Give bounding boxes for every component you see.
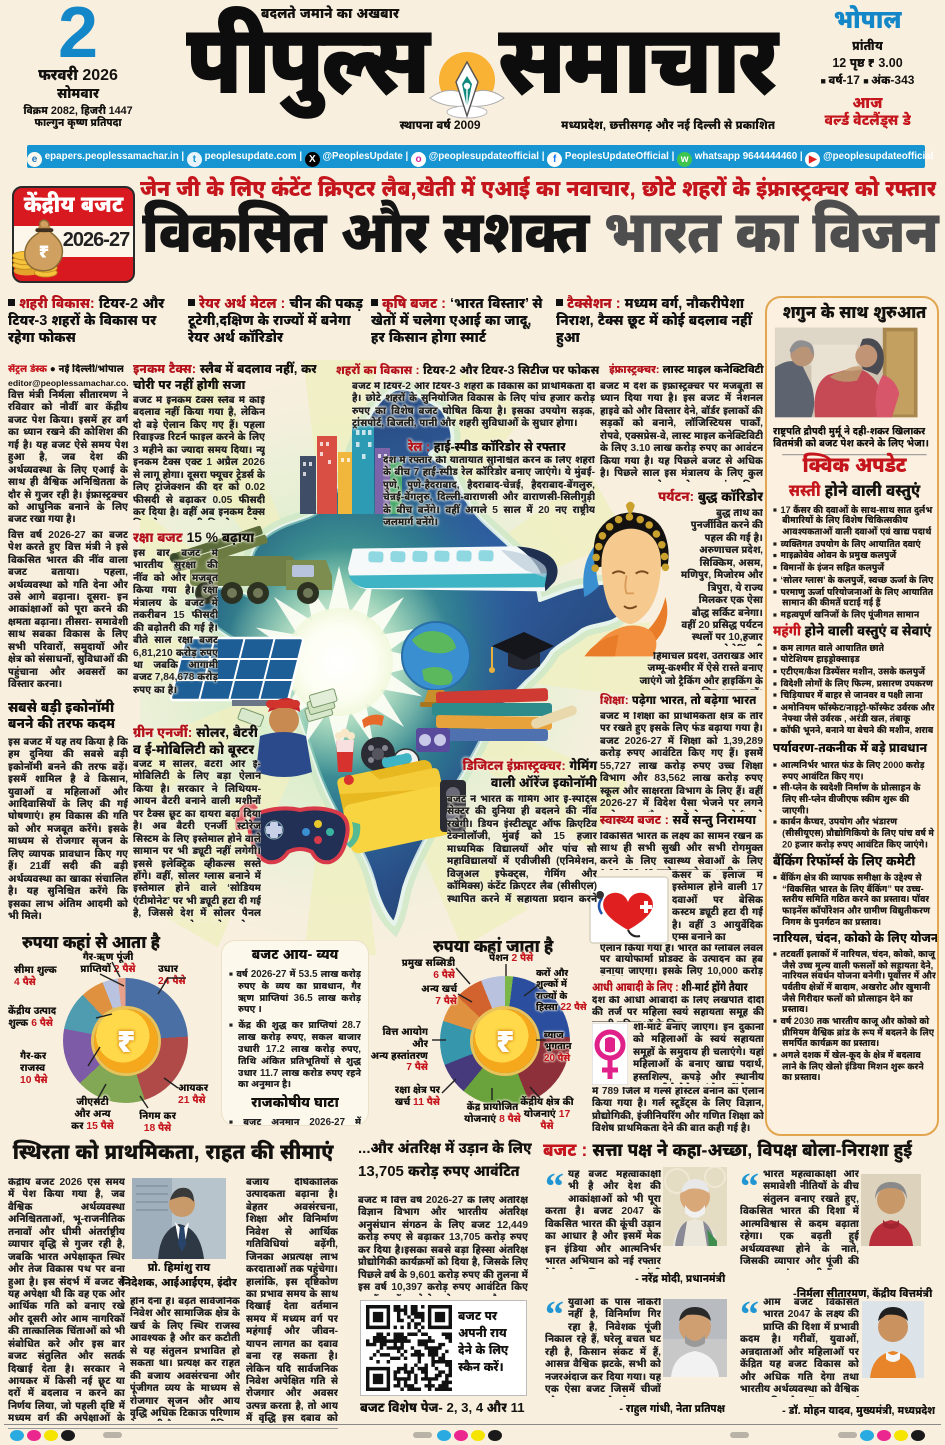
svg-text:₹: ₹ — [39, 241, 49, 266]
